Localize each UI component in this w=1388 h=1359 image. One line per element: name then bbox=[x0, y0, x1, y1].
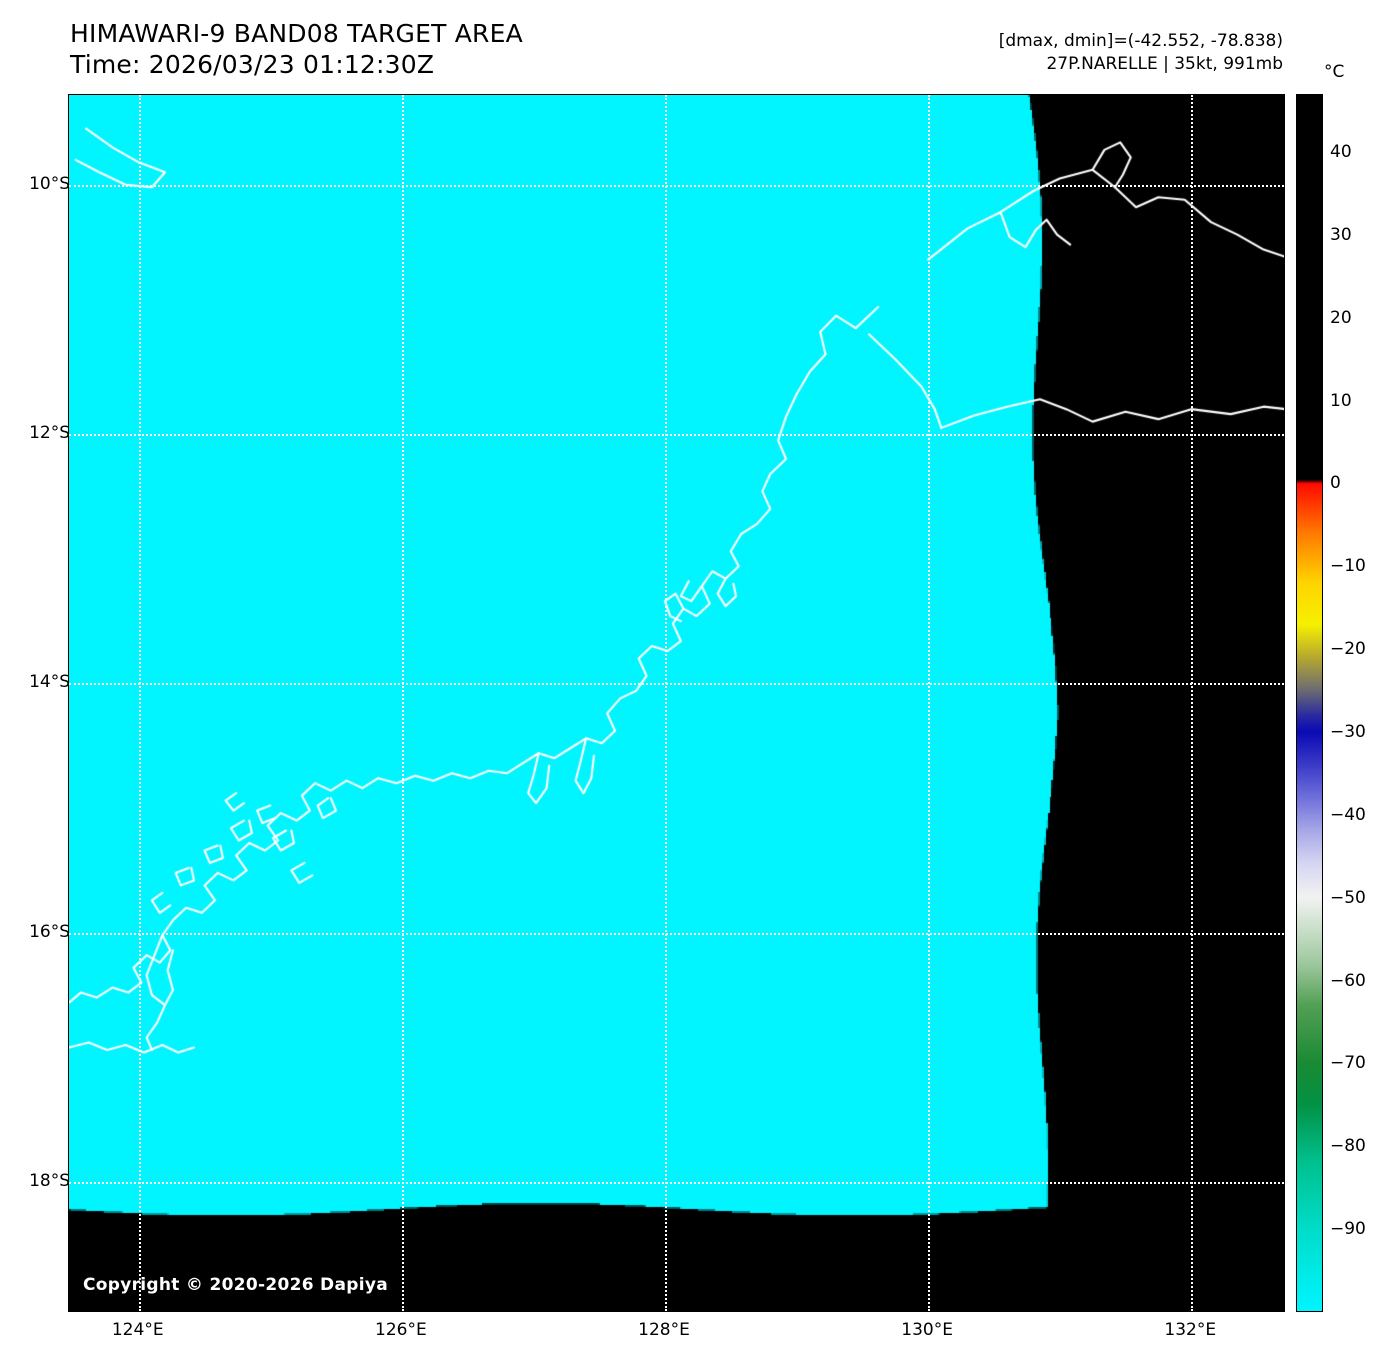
longitude-tick-label: 126°E bbox=[375, 1320, 427, 1340]
colorbar-tick-label: 20 bbox=[1330, 307, 1352, 328]
colorbar-tick-label: −80 bbox=[1330, 1136, 1366, 1157]
colorbar-tick-label: −10 bbox=[1330, 556, 1366, 577]
colorbar-tick-label: −40 bbox=[1330, 804, 1366, 825]
longitude-tick-label: 128°E bbox=[638, 1320, 690, 1340]
colorbar-gradient bbox=[1297, 95, 1322, 1311]
colorbar-tick-label: −70 bbox=[1330, 1053, 1366, 1074]
title-time-line: Time: 2026/03/23 01:12:30Z bbox=[70, 50, 435, 79]
colorbar-tick-label: −50 bbox=[1330, 887, 1366, 908]
header-metadata: [dmax, dmin]=(-42.552, -78.838) 27P.NARE… bbox=[763, 30, 1283, 76]
latitude-tick-label: 18°S bbox=[29, 1171, 70, 1192]
temperature-colorbar[interactable] bbox=[1296, 94, 1323, 1312]
colorbar-tick-label: −30 bbox=[1330, 722, 1366, 742]
colorbar-unit-label: °C bbox=[1324, 62, 1345, 82]
colorbar-tick-label: −60 bbox=[1330, 970, 1366, 991]
satellite-infrared-heatmap bbox=[69, 95, 1284, 1311]
satellite-image-panel[interactable]: Copyright © 2020-2026 Dapiya bbox=[68, 94, 1285, 1312]
latitude-tick-label: 10°S bbox=[29, 173, 70, 194]
longitude-tick-label: 132°E bbox=[1164, 1320, 1217, 1340]
colorbar-tick-label: −90 bbox=[1330, 1219, 1366, 1240]
colorbar-tick-label: 0 bbox=[1330, 473, 1341, 494]
longitude-tick-label: 124°E bbox=[111, 1320, 164, 1340]
colorbar-tick-label: 40 bbox=[1330, 142, 1352, 162]
storm-info-readout: 27P.NARELLE | 35kt, 991mb bbox=[1046, 54, 1283, 74]
colorbar-tick-label: −20 bbox=[1330, 639, 1366, 660]
title-satellite-line: HIMAWARI-9 BAND08 TARGET AREA bbox=[70, 19, 523, 48]
colorbar-tick-label: 10 bbox=[1330, 390, 1352, 411]
latitude-tick-label: 14°S bbox=[29, 672, 70, 693]
latitude-tick-label: 16°S bbox=[29, 921, 70, 942]
longitude-tick-label: 130°E bbox=[901, 1320, 953, 1340]
copyright-notice: Copyright © 2020-2026 Dapiya bbox=[83, 1275, 388, 1295]
dmax-dmin-readout: [dmax, dmin]=(-42.552, -78.838) bbox=[998, 31, 1283, 51]
colorbar-tick-label: 30 bbox=[1330, 224, 1352, 245]
page-title: HIMAWARI-9 BAND08 TARGET AREA Time: 2026… bbox=[70, 18, 830, 80]
latitude-tick-label: 12°S bbox=[29, 423, 70, 444]
